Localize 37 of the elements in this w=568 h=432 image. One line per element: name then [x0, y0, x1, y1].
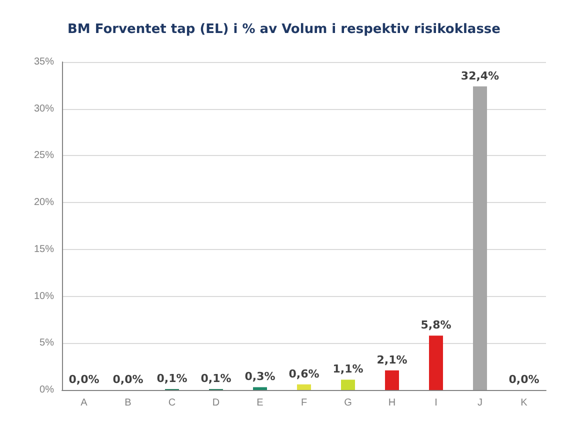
- x-tick-label: C: [168, 398, 176, 408]
- data-label: 0,0%: [112, 373, 144, 386]
- data-label: 32,4%: [460, 69, 500, 82]
- x-tick-label: G: [344, 398, 352, 408]
- y-tick-label: 0%: [40, 384, 54, 396]
- x-tick-label: A: [80, 398, 88, 408]
- bar: [297, 384, 311, 390]
- data-label: 0,1%: [156, 372, 188, 386]
- bar: [429, 336, 443, 390]
- y-tick-label: 15%: [34, 244, 54, 255]
- data-label: 0,3%: [244, 370, 276, 384]
- x-tick-label: D: [212, 398, 220, 408]
- data-label: 1,1%: [332, 362, 364, 376]
- x-tick-label: F: [300, 398, 308, 408]
- y-tick-label: 20%: [34, 197, 54, 208]
- bar: [341, 380, 355, 390]
- y-tick-label: 10%: [34, 290, 54, 302]
- bar: [385, 370, 399, 390]
- data-label: 2,1%: [376, 353, 408, 366]
- x-tick-label: E: [256, 398, 264, 408]
- bar: [253, 387, 267, 390]
- y-tick-label: 35%: [34, 56, 54, 68]
- data-label: 0,0%: [508, 373, 540, 386]
- data-label: 0,1%: [200, 372, 232, 386]
- x-tick-label: H: [388, 398, 396, 408]
- y-tick-label: 5%: [40, 338, 54, 349]
- y-tick-label: 30%: [34, 103, 54, 114]
- data-label: 5,8%: [420, 318, 452, 332]
- x-tick-label: K: [520, 398, 528, 408]
- x-tick-label: I: [434, 398, 438, 408]
- x-tick-label: J: [478, 398, 482, 408]
- y-tick-label: 25%: [34, 150, 54, 162]
- x-tick-label: B: [124, 398, 132, 408]
- bar: [473, 86, 487, 390]
- data-label: 0,6%: [288, 367, 320, 380]
- chart-title: BM Forventet tap (EL) i % av Volum i respektiv risikoklasse: [68, 22, 501, 37]
- data-label: 0,0%: [68, 373, 100, 386]
